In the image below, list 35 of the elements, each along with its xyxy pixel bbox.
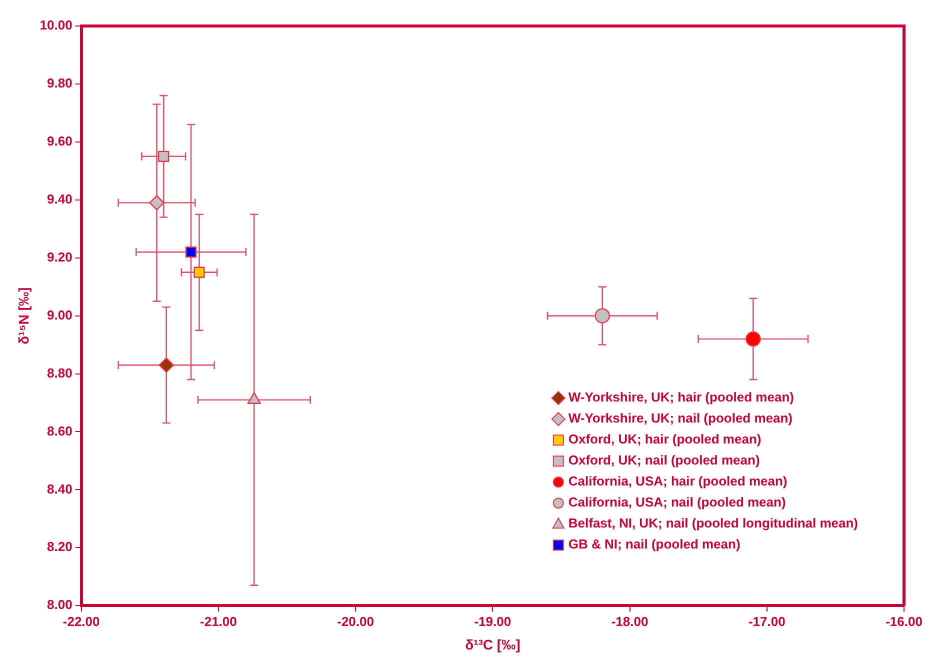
legend-label: Belfast, NI, UK; nail (pooled longitudinal mean) <box>568 516 858 531</box>
legend-label: W-Yorkshire, UK; hair (pooled mean) <box>568 390 794 405</box>
y-tick-label: 9.80 <box>47 76 72 91</box>
y-tick-label: 9.00 <box>47 307 72 322</box>
y-tick-label: 8.20 <box>47 539 72 554</box>
x-tick-label: -19.00 <box>474 614 512 629</box>
y-tick-label: 9.60 <box>47 134 72 148</box>
x-tick-label: -21.00 <box>200 614 237 629</box>
point <box>194 266 205 278</box>
point <box>149 195 164 210</box>
x-axis-title: δ¹³C [‰] <box>465 636 520 652</box>
x-tick-label: -20.00 <box>337 614 374 629</box>
y-tick-label: 8.80 <box>47 365 72 380</box>
x-tick-label: -18.00 <box>611 614 648 629</box>
y-tick-label: 9.40 <box>47 191 72 206</box>
point <box>158 357 174 373</box>
legend-label: W-Yorkshire, UK; nail (pooled mean) <box>568 410 793 426</box>
y-tick-label: 8.40 <box>47 481 72 496</box>
point <box>185 246 197 258</box>
legend-label: Oxford, UK; hair (pooled mean) <box>568 432 762 447</box>
y-tick-label: 8.60 <box>47 423 72 438</box>
x-tick-label: -17.00 <box>748 614 786 629</box>
y-axis-title: δ¹⁵N [‰] <box>15 287 32 344</box>
y-tick-label: 9.20 <box>47 249 72 264</box>
x-tick-label: -16.00 <box>886 614 922 629</box>
legend-label: GB & NI; nail (pooled mean) <box>568 536 740 552</box>
point <box>594 308 610 324</box>
legend-label: California, USA; hair (pooled mean) <box>568 474 788 489</box>
point <box>746 331 761 347</box>
x-tick-label: -22.00 <box>62 614 100 629</box>
y-tick-label: 10.00 <box>40 18 72 33</box>
legend-label: California, USA; nail (pooled mean) <box>568 494 786 510</box>
legend-label: Oxford, UK; nail (pooled mean) <box>568 452 760 468</box>
point <box>158 150 170 162</box>
y-tick-label: 8.00 <box>47 597 72 612</box>
